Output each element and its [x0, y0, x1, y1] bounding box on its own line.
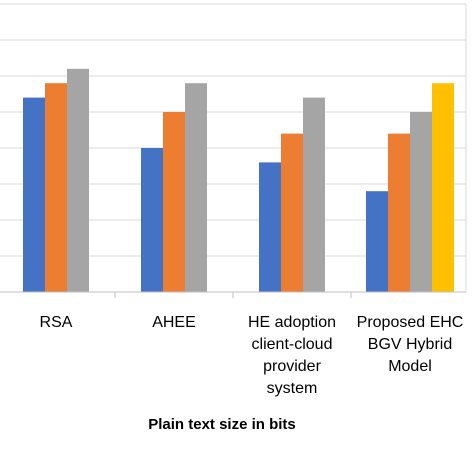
category-label: HE adoption client-cloud provider system: [248, 314, 336, 397]
bar: [259, 162, 281, 292]
category-label: RSA: [40, 314, 73, 331]
category-labels: RSA AHEE HE adoption client-cloud provider sy…: [40, 314, 464, 397]
bar: [410, 112, 432, 292]
category-label-line: Proposed EHC: [357, 314, 464, 331]
category-label-line: BGV Hybrid: [368, 336, 452, 353]
category-label-line: system: [267, 380, 318, 397]
category-label-line: RSA: [40, 314, 73, 331]
bar: [185, 83, 207, 292]
bar: [141, 148, 163, 292]
x-axis-title: Plain text size in bits: [148, 416, 296, 433]
category-label-line: AHEE: [152, 314, 196, 331]
bar: [366, 191, 388, 292]
bar: [388, 133, 410, 292]
category-label: Proposed EHC BGV Hybrid Model: [357, 314, 464, 375]
category-label-line: client-cloud: [252, 336, 333, 353]
bar: [432, 83, 454, 292]
bar: [67, 68, 89, 292]
category-label-line: provider: [263, 358, 321, 375]
bar: [45, 83, 67, 292]
bar: [303, 97, 325, 292]
x-axis: [0, 291, 466, 298]
bar: [281, 133, 303, 292]
category-label-line: HE adoption: [248, 314, 336, 331]
category-label: AHEE: [152, 314, 196, 331]
category-label-line: Model: [388, 358, 432, 375]
bar: [163, 112, 185, 292]
bar: [23, 97, 45, 292]
bars: [23, 68, 454, 292]
